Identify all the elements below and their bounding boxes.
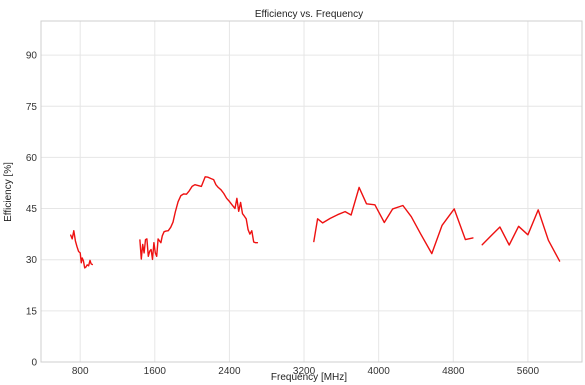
y-tick-labels: 0 15 30 45 60 75 90 [26, 51, 38, 369]
y-axis-title: Efficiency [%] [3, 162, 14, 222]
x-axis-title: Frequency [MHz] [271, 372, 347, 383]
x-tick-label: 1600 [144, 366, 167, 377]
y-tick-label: 60 [26, 153, 38, 164]
y-tick-label: 75 [26, 102, 38, 113]
series-efficiency [69, 176, 561, 269]
y-tick-label: 30 [26, 255, 38, 266]
y-tick-label: 90 [26, 51, 38, 62]
series-line-segment-2 [139, 176, 259, 261]
gridlines [41, 21, 582, 363]
x-tick-labels: 800 1600 2400 3200 4000 4800 5600 [72, 366, 540, 377]
chart-title: Efficiency vs. Frequency [255, 9, 363, 20]
x-tick-label: 5600 [517, 366, 540, 377]
y-tick-label: 0 [31, 358, 37, 369]
y-tick-label: 15 [26, 306, 38, 317]
x-tick-label: 4800 [442, 366, 465, 377]
series-line-segment-3 [313, 186, 474, 255]
x-tick-label: 4000 [368, 366, 391, 377]
y-tick-label: 45 [26, 204, 38, 215]
series-line-segment-4 [481, 209, 561, 262]
x-tick-label: 2400 [218, 366, 241, 377]
plot-frame [40, 20, 583, 363]
x-tick-label: 3200 [293, 366, 316, 377]
x-tick-label: 800 [72, 366, 89, 377]
series-line-segment-1 [69, 229, 94, 269]
